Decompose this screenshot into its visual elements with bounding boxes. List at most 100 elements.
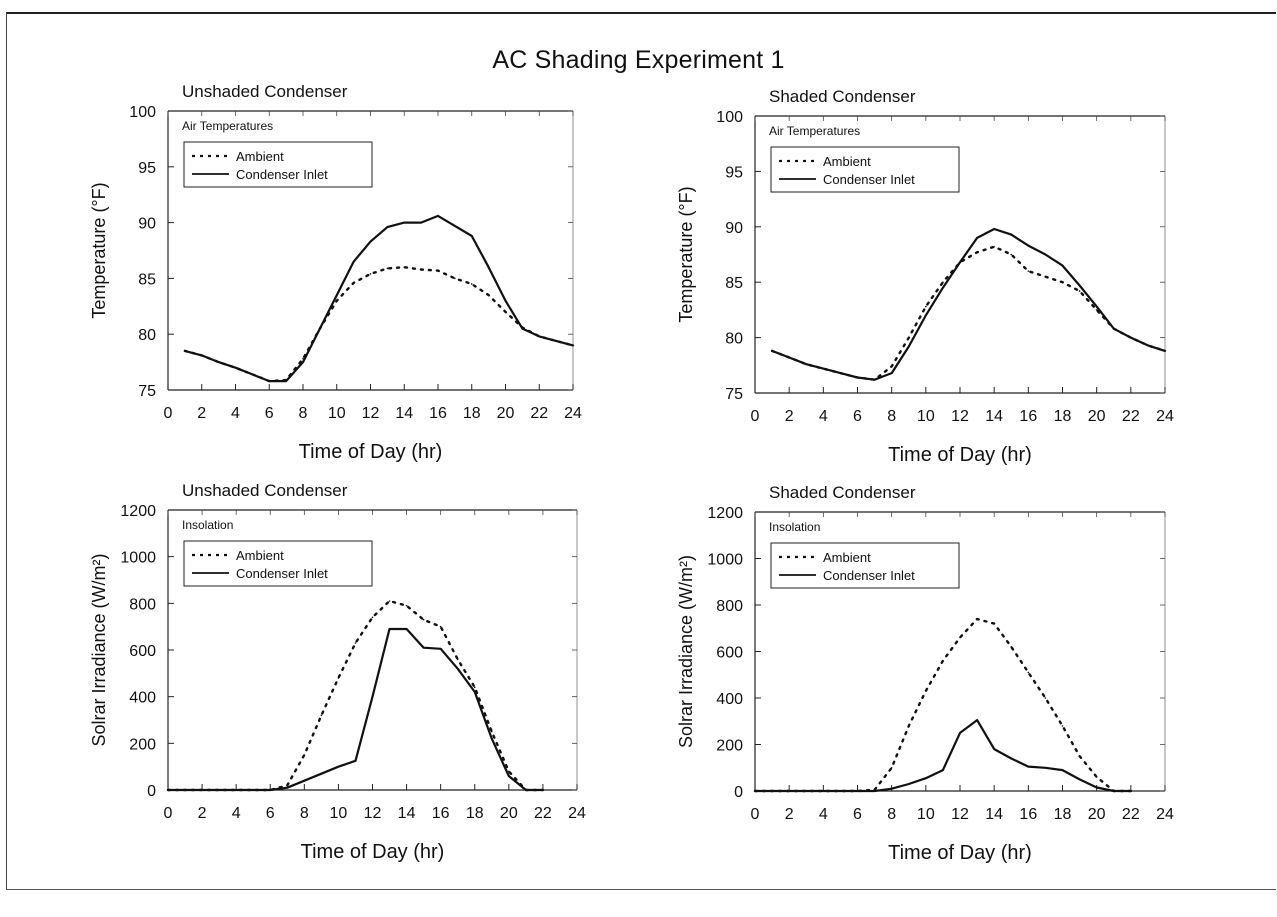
data-point — [993, 622, 995, 625]
data-point — [822, 367, 825, 370]
data-point — [470, 283, 473, 285]
data-point — [303, 779, 306, 782]
panel-label: Air Temperatures — [182, 119, 273, 133]
y-tick-label: 85 — [725, 275, 743, 292]
data-point — [369, 273, 372, 275]
data-point — [320, 772, 323, 775]
x-tick-label: 4 — [819, 806, 828, 823]
x-tick-label: 6 — [853, 408, 862, 425]
y-tick-label: 1200 — [707, 505, 743, 522]
data-point — [1061, 281, 1064, 284]
x-axis-label: Time of Day (hr) — [301, 841, 445, 863]
data-point — [1061, 725, 1064, 727]
data-point — [369, 240, 372, 243]
y-tick-label: 100 — [716, 109, 743, 126]
x-tick-label: 18 — [463, 405, 481, 422]
legend-box — [183, 540, 373, 587]
data-point — [976, 719, 978, 721]
x-tick-label: 20 — [1088, 806, 1106, 823]
y-tick-label: 1000 — [120, 550, 156, 567]
data-point — [454, 277, 456, 280]
data-point — [1027, 270, 1030, 272]
legend-entry-1: Ambient — [823, 154, 871, 169]
y-axis-label: Solrar Irradiance (W/m²) — [89, 553, 109, 746]
data-point — [386, 226, 389, 228]
data-point — [555, 340, 557, 342]
series-line-2 — [753, 718, 1132, 793]
series-line-2 — [183, 214, 575, 383]
x-tick-label: 6 — [266, 805, 275, 822]
x-tick-label: 24 — [1156, 408, 1174, 425]
x-tick-label: 18 — [466, 805, 484, 822]
panel-label: Insolation — [182, 518, 233, 532]
data-point — [907, 783, 910, 785]
x-tick-label: 6 — [265, 405, 274, 422]
data-point — [422, 646, 425, 649]
data-point — [925, 314, 927, 317]
y-tick-label: 100 — [129, 104, 156, 121]
data-point — [335, 294, 338, 296]
data-point — [1044, 253, 1047, 256]
y-axis-label: Temperature (°F) — [89, 182, 109, 318]
y-axis-label: Temperature (°F) — [676, 186, 696, 322]
y-tick-label: 600 — [716, 645, 743, 662]
x-tick-label: 2 — [197, 405, 206, 422]
data-point — [1027, 765, 1030, 768]
data-point — [405, 604, 408, 607]
chart-panel-1: 0 2 4 6 8 10 12 14 16 18 20 22 247580859095100Unshad… — [89, 82, 582, 463]
data-point — [319, 327, 321, 330]
data-point — [386, 267, 389, 270]
data-point — [337, 677, 340, 679]
data-point — [993, 245, 995, 248]
x-tick-label: 2 — [785, 806, 794, 823]
x-tick-label: 12 — [362, 405, 380, 422]
data-point — [1095, 776, 1098, 778]
panel-label: Insolation — [769, 520, 820, 534]
panel-title: Unshaded Condenser — [182, 82, 348, 101]
x-tick-label: 0 — [164, 805, 173, 822]
y-tick-label: 400 — [129, 690, 156, 707]
x-tick-label: 20 — [500, 805, 518, 822]
data-point — [1044, 766, 1047, 769]
y-tick-label: 75 — [138, 383, 156, 400]
data-point — [335, 299, 338, 302]
y-tick-label: 90 — [138, 216, 156, 233]
x-tick-label: 22 — [1122, 408, 1140, 425]
data-point — [907, 725, 910, 727]
panel-label: Air Temperatures — [769, 124, 860, 138]
data-point — [890, 766, 893, 769]
x-tick-label: 24 — [564, 405, 582, 422]
data-point — [439, 648, 442, 650]
data-point — [388, 600, 391, 602]
x-tick-label: 8 — [887, 806, 896, 823]
y-tick-label: 90 — [725, 220, 743, 237]
y-tick-label: 95 — [138, 160, 156, 177]
data-point — [1010, 646, 1013, 648]
data-point — [788, 356, 790, 359]
data-point — [439, 625, 442, 628]
x-axis-label: Time of Day (hr) — [888, 444, 1032, 466]
data-point — [890, 365, 893, 368]
x-tick-label: 0 — [164, 405, 173, 422]
data-point — [352, 260, 355, 263]
data-point — [302, 361, 304, 363]
data-point — [504, 299, 507, 302]
series-line-1 — [770, 245, 1167, 381]
x-tick-label: 0 — [751, 806, 760, 823]
figure-title: AC Shading Experiment 1 — [492, 46, 785, 74]
data-point — [1130, 790, 1132, 792]
data-point — [771, 350, 773, 352]
data-point — [873, 378, 876, 381]
data-point — [456, 667, 459, 670]
series-line-2 — [770, 227, 1167, 381]
data-point — [454, 225, 456, 227]
x-tick-label: 14 — [985, 408, 1003, 425]
data-point — [1078, 755, 1081, 757]
data-point — [167, 789, 169, 791]
data-point — [285, 380, 287, 382]
data-point — [1044, 697, 1047, 699]
data-point — [856, 790, 859, 792]
data-point — [354, 760, 357, 762]
x-tick-label: 10 — [917, 806, 935, 823]
